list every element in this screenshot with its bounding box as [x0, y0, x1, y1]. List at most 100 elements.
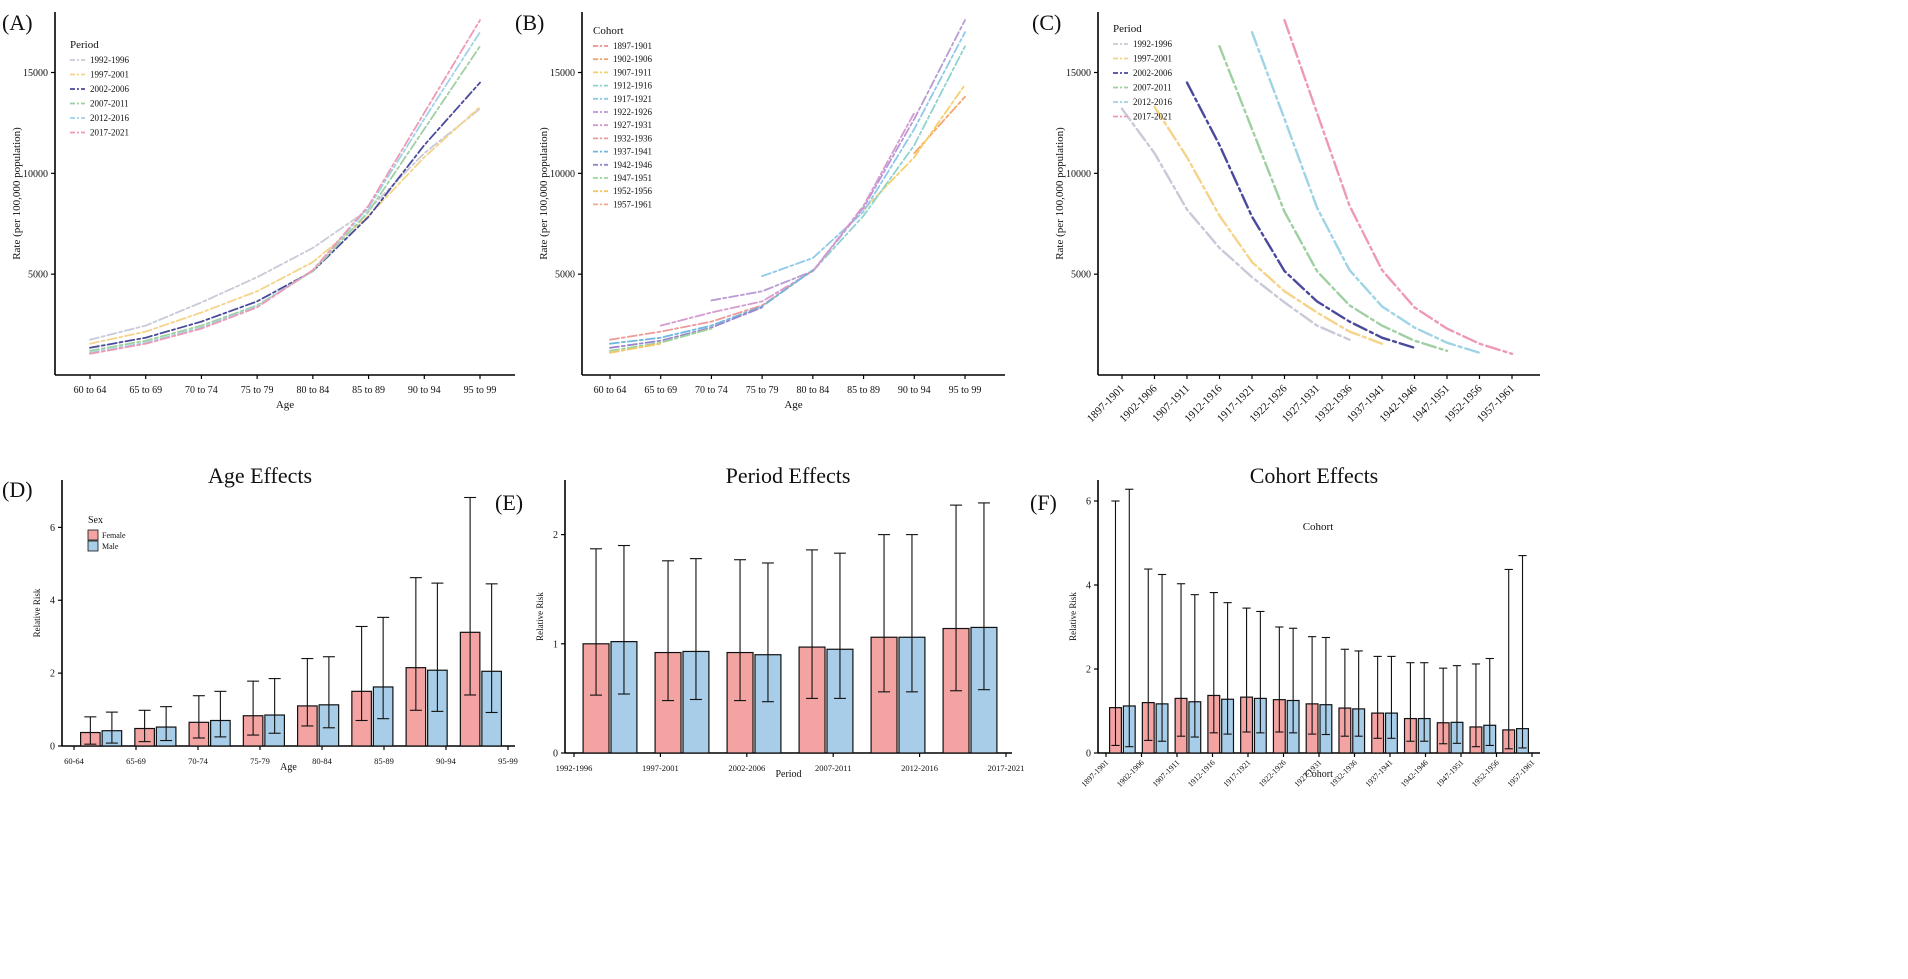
- y-tick-label: 1: [553, 639, 558, 650]
- legend-title: Period: [1113, 23, 1142, 35]
- y-tick-label: 10000: [550, 169, 575, 180]
- x-tick-label: 1922-1926: [1257, 758, 1288, 789]
- panel-b: (B) 5000 10000 15000 Rate (per 100,000 popul…: [515, 10, 1005, 411]
- y-tick-label: 15000: [23, 68, 48, 79]
- x-tick-label: 85 to 89: [352, 385, 385, 396]
- x-tick-label: 60 to 64: [74, 385, 107, 396]
- series-line: [1218, 45, 1449, 352]
- x-tick-label: 60-64: [64, 756, 85, 766]
- legend-label: 1937-1941: [613, 147, 652, 157]
- x-tick-label: 1942-1946: [1399, 758, 1430, 789]
- y-tick-label: 4: [50, 596, 55, 607]
- legend-label: 1992-1996: [1133, 39, 1172, 49]
- series-line: [659, 111, 916, 327]
- legend-label: 2012-2016: [90, 113, 129, 123]
- panel-title: Age Effects: [208, 463, 312, 488]
- x-tick-label: 80 to 84: [796, 385, 829, 396]
- series-line: [89, 45, 481, 352]
- x-tick-label: 95 to 99: [949, 385, 982, 396]
- legend-label: 2017-2021: [90, 128, 129, 138]
- legend-swatch: [87, 529, 99, 541]
- legend: Period 1992-1996 1997-2001 2002-2006 2007-20…: [70, 39, 129, 138]
- legend-label: 1942-1946: [613, 160, 652, 170]
- x-tick-label: 85-89: [374, 756, 394, 766]
- x-tick-label: 65-69: [126, 756, 146, 766]
- legend-label: 1907-1911: [613, 67, 652, 77]
- y-tick-label: 4: [1086, 581, 1091, 592]
- legend: Cohort 1897-1901 1902-1906 1907-1911 1912-19…: [593, 25, 652, 209]
- legend-title: Period: [70, 39, 99, 51]
- series-line: [89, 19, 481, 355]
- panel-f: (F) Cohort Effects 0 2 4 6 Relative Risk 1897-1…: [1030, 463, 1540, 789]
- panel-e: (E) Period Effects 0 1 2 Relative Risk 1992-19…: [495, 463, 1024, 780]
- legend-label: 1992-1996: [90, 55, 129, 65]
- series-line: [1120, 107, 1351, 341]
- y-tick-label: 5000: [28, 270, 48, 281]
- panel-letter: (A): [2, 10, 33, 35]
- y-axis-label: Relative Risk: [535, 592, 545, 641]
- series-line: [710, 19, 966, 302]
- x-tick-label: 90 to 94: [898, 385, 931, 396]
- x-tick-label: 65 to 69: [129, 385, 162, 396]
- panel-letter: (C): [1032, 10, 1061, 35]
- y-tick-label: 15000: [550, 68, 575, 79]
- legend-label: 2012-2016: [1133, 97, 1172, 107]
- y-tick-label: 0: [553, 749, 558, 760]
- y-tick-label: 2: [1086, 665, 1091, 676]
- x-tick-label: 80-84: [312, 756, 333, 766]
- legend-label: 2007-2011: [1133, 83, 1172, 93]
- series-line: [1283, 18, 1514, 355]
- x-tick-label: 1947-1951: [1435, 758, 1466, 789]
- x-axis-label: Age: [276, 399, 294, 411]
- legend: Sex Female Male: [87, 515, 126, 552]
- y-tick-label: 6: [50, 523, 55, 534]
- x-tick-label: 1907-1911: [1151, 758, 1182, 789]
- x-tick-label: 1897-1901: [1080, 758, 1111, 789]
- x-tick-label: 75 to 79: [746, 385, 779, 396]
- legend-label: 1912-1916: [613, 81, 652, 91]
- legend-label: Male: [102, 542, 119, 551]
- x-tick-label: 1917-1921: [1222, 758, 1253, 789]
- x-tick-label: 1912-1916: [1186, 758, 1217, 789]
- x-axis-label: Age: [784, 399, 802, 411]
- panel-letter: (E): [495, 490, 523, 515]
- legend-label: Female: [102, 531, 126, 540]
- x-tick-label: 70 to 74: [185, 385, 218, 396]
- x-tick-label: 2012-2016: [901, 763, 938, 773]
- legend-label: 2002-2006: [90, 84, 129, 94]
- x-tick-label: 95 to 99: [464, 385, 497, 396]
- x-tick-label: 2017-2021: [988, 763, 1025, 773]
- x-tick-label: 95-99: [498, 756, 518, 766]
- series-line: [609, 269, 814, 345]
- series-line: [812, 45, 966, 272]
- series-line: [1153, 105, 1384, 345]
- series-line: [1250, 31, 1481, 354]
- y-tick-label: 0: [1086, 749, 1091, 760]
- panel-title: Cohort Effects: [1250, 463, 1379, 488]
- legend-label: 2002-2006: [1133, 68, 1172, 78]
- x-tick-label: 1937-1941: [1364, 758, 1395, 789]
- y-tick-label: 2: [553, 530, 558, 541]
- x-tick-label: 2002-2006: [728, 763, 765, 773]
- legend-title: Sex: [88, 515, 103, 526]
- y-axis-label: Rate (per 100,000 population): [1054, 127, 1066, 260]
- legend-label: 1947-1951: [613, 173, 652, 183]
- x-tick-label: 75-79: [250, 756, 270, 766]
- panel-d: (D) Age Effects 0 2 4 6 Relative Risk 60-64 65-6…: [2, 463, 518, 773]
- x-tick-label: 70 to 74: [695, 385, 728, 396]
- series-line: [761, 31, 966, 278]
- legend: Period 1992-1996 1997-2001 2002-2006 2007-20…: [1113, 23, 1172, 122]
- y-tick-label: 6: [1086, 497, 1091, 508]
- x-axis-label: Age: [280, 762, 297, 773]
- x-tick-label: 1997-2001: [642, 763, 679, 773]
- panel-letter: (F): [1030, 490, 1057, 515]
- legend-title: Cohort: [593, 25, 624, 37]
- y-tick-label: 0: [50, 742, 55, 753]
- legend-label: 1997-2001: [1133, 54, 1172, 64]
- x-axis-label: Cohort: [1303, 521, 1334, 533]
- panel-letter: (B): [515, 10, 544, 35]
- series-line: [1185, 81, 1416, 349]
- y-tick-label: 5000: [555, 270, 575, 281]
- series-line: [89, 31, 481, 354]
